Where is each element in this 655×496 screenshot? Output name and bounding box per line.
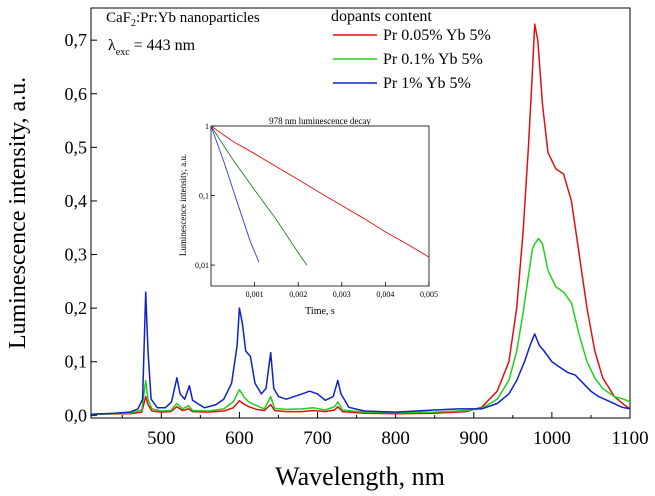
inset-x-tick-label: 0,002	[289, 290, 307, 299]
main-y-tick-label: 0,0	[65, 405, 88, 425]
main-y-tick-label: 0,1	[65, 352, 88, 372]
main-y-tick-label: 0,2	[65, 298, 88, 318]
inset-x-axis-label: Time, s	[305, 306, 335, 317]
inset-y-axis-label: Luminescence intensity, a.u.	[178, 154, 188, 256]
inset-title: 978 nm luminescence decay	[269, 116, 371, 126]
main-x-ticks: 500 600 700 800 900 1000 1100	[121, 412, 649, 449]
material-annotation-sub: 2	[131, 18, 136, 29]
main-series-line-1	[90, 23, 631, 415]
main-x-tick-label: 1100	[611, 428, 648, 449]
inset-y-tick-label: 0,01	[195, 261, 209, 270]
main-y-tick-label: 0,4	[65, 191, 88, 211]
inset-series-line-2	[210, 125, 308, 266]
main-y-ticks: 0,0 0,1 0,2 0,3 0,4 0,5 0,6 0,7	[65, 30, 97, 425]
material-annotation-rest: :Pr:Yb nanoparticles	[136, 10, 260, 26]
main-x-tick-label: 1000	[533, 428, 571, 449]
excitation-value: = 443 nm	[130, 37, 196, 54]
main-x-axis-label: Wavelength, nm	[275, 462, 445, 491]
main-series-line-3	[90, 291, 631, 415]
material-annotation-main: CaF	[106, 10, 131, 26]
inset-y-tick-label: 0,1	[199, 192, 209, 201]
main-x-tick-label: 600	[225, 428, 254, 449]
inset-x-tick-label: 0,005	[420, 290, 438, 299]
main-x-tick-label: 800	[381, 428, 410, 449]
inset-series-line-1	[210, 125, 430, 258]
inset-plot-area	[210, 125, 430, 287]
excitation-lambda-sub: exc	[116, 47, 130, 58]
inset-x-tick-label: 0,003	[333, 290, 351, 299]
legend-title: dopants content	[331, 8, 432, 25]
main-y-axis-label: Luminescence intensity, a.u.	[5, 77, 31, 349]
main-y-tick-label: 0,6	[65, 84, 88, 104]
main-y-tick-label: 0,7	[65, 30, 88, 50]
legend-label-3: Pr 1% Yb 5%	[383, 75, 471, 92]
inset-series-group	[210, 125, 430, 266]
inset-y-tick-label: 1	[205, 122, 209, 131]
inset-x-ticks: 0,001 0,002 0,003 0,004 0,005	[246, 282, 438, 299]
legend-label-1: Pr 0.05% Yb 5%	[383, 27, 491, 44]
main-x-tick-label: 500	[147, 428, 176, 449]
main-series-line-2	[90, 237, 631, 415]
main-y-tick-label: 0,5	[65, 137, 88, 157]
legend-label-2: Pr 0.1% Yb 5%	[383, 51, 483, 68]
legend: Pr 0.05% Yb 5% Pr 0.1% Yb 5% Pr 1% Yb 5%	[333, 27, 491, 92]
inset-x-tick-label: 0,001	[246, 290, 264, 299]
main-plot-area	[90, 7, 631, 419]
main-x-tick-label: 900	[460, 428, 489, 449]
inset-series-line-3	[210, 125, 260, 263]
excitation-annotation: λexc = 443 nm	[108, 37, 196, 58]
main-y-tick-label: 0,3	[65, 245, 88, 265]
excitation-lambda: λ	[108, 37, 116, 54]
material-annotation: CaF2:Pr:Yb nanoparticles	[106, 10, 260, 29]
main-x-tick-label: 700	[303, 428, 332, 449]
main-series-group	[90, 23, 631, 415]
inset-x-tick-label: 0,004	[376, 290, 394, 299]
